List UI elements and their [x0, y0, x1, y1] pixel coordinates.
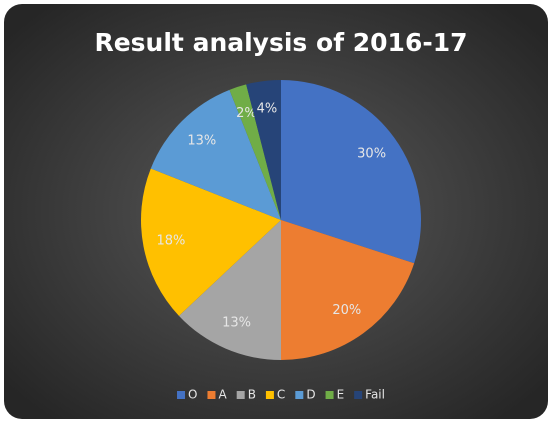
pie-slice	[229, 84, 281, 220]
data-label: 20%	[332, 303, 361, 318]
pie-slice	[246, 80, 281, 220]
chart-title: Result analysis of 2016-17	[94, 28, 467, 57]
pie-slice	[141, 168, 281, 316]
legend-label: C	[277, 388, 285, 402]
legend-label: O	[188, 388, 197, 402]
legend-swatch	[207, 391, 216, 399]
legend-label: Fail	[365, 388, 385, 402]
legend-swatch	[295, 391, 304, 399]
legend-swatch	[265, 391, 274, 399]
pie-slice	[281, 80, 421, 264]
legend-label: D	[306, 388, 315, 402]
legend-label: A	[218, 388, 227, 402]
legend-swatch	[177, 391, 186, 399]
data-label: 30%	[357, 147, 386, 162]
legend-swatch	[354, 391, 363, 399]
legend-swatch	[236, 391, 245, 399]
legend-label: E	[337, 388, 345, 402]
legend-swatch	[325, 391, 334, 399]
data-label: 2%	[236, 106, 257, 121]
data-label: 13%	[187, 133, 216, 148]
data-label: 4%	[257, 101, 278, 116]
data-label: 18%	[157, 233, 186, 248]
legend-label: B	[248, 388, 256, 402]
legend: O A B C D E Fail	[177, 388, 385, 402]
pie-slice	[150, 89, 281, 220]
pie-slice	[178, 220, 281, 360]
pie-slice	[281, 220, 415, 360]
data-label: 13%	[222, 315, 251, 330]
